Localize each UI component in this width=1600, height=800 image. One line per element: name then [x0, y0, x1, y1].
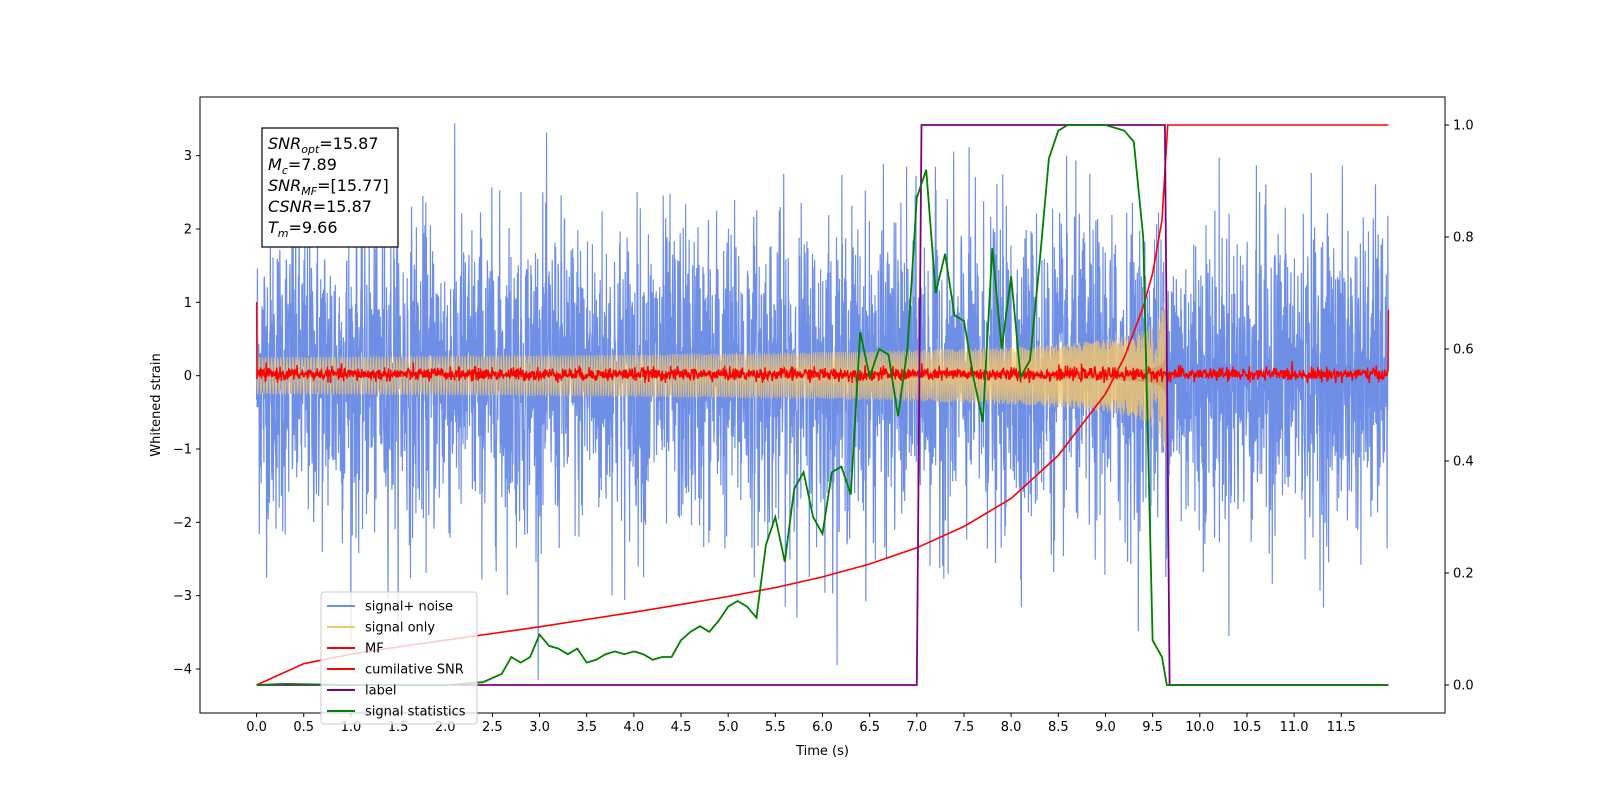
y-axis-title: Whitened strain [149, 353, 164, 456]
x-tick-label: 5.0 [718, 720, 739, 735]
y-tick-label-left: −4 [173, 663, 192, 678]
x-tick-label: 3.5 [576, 720, 597, 735]
legend-label: cumilative SNR [365, 663, 464, 678]
y-tick-label-left: 3 [184, 149, 192, 164]
annotation-line: SNRMF=[15.77] [268, 176, 389, 198]
x-tick-label: 0.5 [293, 720, 314, 735]
x-tick-label: 0.0 [246, 720, 267, 735]
legend-frame [320, 591, 478, 725]
x-tick-label: 11.5 [1327, 720, 1356, 735]
x-tick-label: 7.5 [954, 720, 975, 735]
y-tick-label-left: 1 [184, 296, 192, 311]
x-tick-label: 4.5 [671, 720, 692, 735]
y-tick-label-right: 0.4 [1453, 455, 1474, 470]
x-axis-title: Time (s) [795, 744, 849, 759]
annotation-frame [261, 127, 399, 248]
x-tick-label: 9.5 [1142, 720, 1163, 735]
x-tick-label: 10.5 [1232, 720, 1261, 735]
y-tick-label-right: 0.8 [1453, 231, 1474, 246]
series-signal-noise [256, 123, 1389, 681]
legend-label: label [365, 684, 396, 699]
x-tick-label: 4.0 [624, 720, 645, 735]
y-tick-label-left: −3 [173, 589, 192, 604]
y-tick-label-left: −2 [173, 516, 192, 531]
legend: signal+ noise signal only MF cumilative SNR… [320, 591, 478, 725]
y-axis-right: 1.0 0.8 0.6 0.4 0.2 0.0 [1445, 119, 1474, 694]
y-tick-label-right: 0.0 [1453, 679, 1474, 694]
x-tick-label: 9.0 [1095, 720, 1116, 735]
x-tick-label: 7.0 [906, 720, 927, 735]
y-tick-label-right: 1.0 [1453, 119, 1474, 134]
series-signal-only [256, 294, 1168, 454]
annotation-line: CSNR=15.87 [268, 197, 372, 216]
series-signal-statistics [256, 124, 1389, 686]
x-tick-label: 6.5 [859, 720, 880, 735]
y-axis-left: 3 2 1 0 −1 −2 −3 −4 [173, 149, 200, 678]
x-tick-label: 8.0 [1001, 720, 1022, 735]
y-tick-label-left: 0 [184, 369, 192, 384]
series-layer [255, 123, 1390, 686]
x-tick-label: 11.0 [1280, 720, 1309, 735]
annotation-line: Mc=7.89 [268, 155, 337, 177]
legend-label: signal+ noise [365, 600, 453, 615]
annotation-line: Tm=9.66 [268, 218, 338, 240]
y-tick-label-left: 2 [184, 223, 192, 238]
annotation-box: SNRopt=15.87Mc=7.89SNRMF=[15.77]CSNR=15.… [261, 127, 399, 248]
y-tick-label-left: −1 [173, 443, 192, 458]
series-mf [255, 302, 1390, 384]
x-tick-label: 3.0 [529, 720, 550, 735]
legend-label: MF [365, 642, 384, 657]
x-tick-label: 8.5 [1048, 720, 1069, 735]
x-tick-label: 5.5 [765, 720, 786, 735]
x-tick-label: 10.0 [1185, 720, 1214, 735]
x-tick-label: 6.0 [812, 720, 833, 735]
legend-label: signal only [365, 621, 435, 636]
y-tick-label-right: 0.2 [1453, 567, 1474, 582]
legend-label: signal statistics [365, 705, 466, 720]
y-tick-label-right: 0.6 [1453, 343, 1474, 358]
x-tick-label: 2.5 [482, 720, 503, 735]
annotation-line: SNRopt=15.87 [268, 134, 379, 156]
